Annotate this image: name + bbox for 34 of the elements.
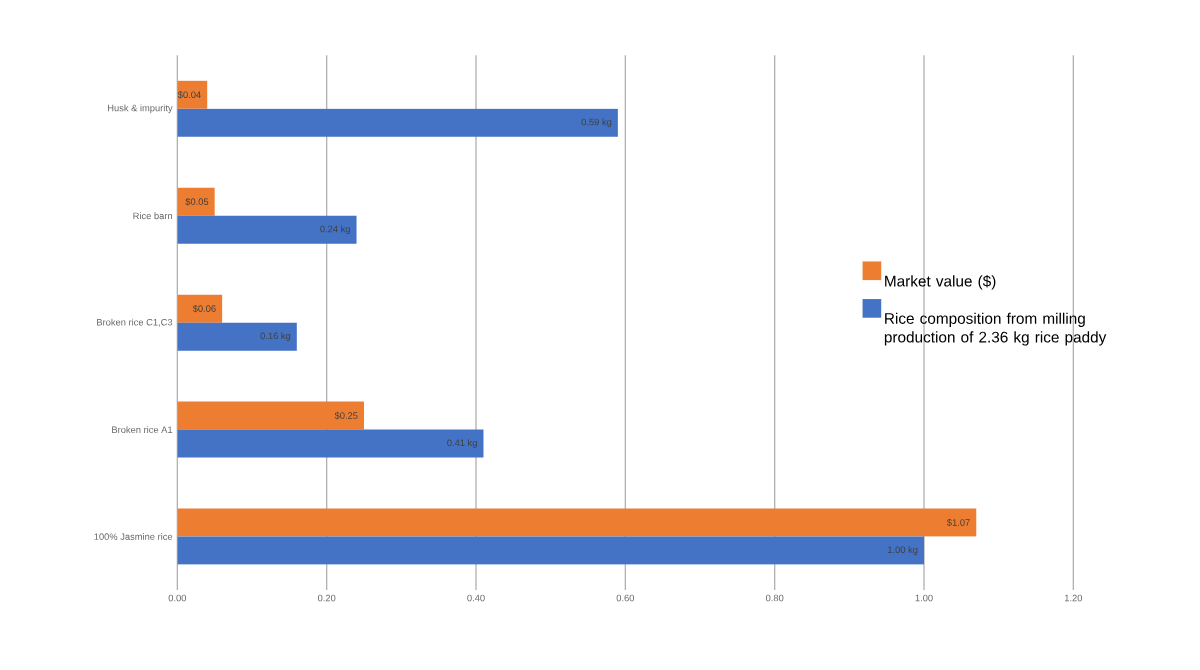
x-tick-label: 0.60	[616, 594, 635, 602]
bar	[177, 215, 357, 244]
y-tick-label: 100% Jasmine rice	[94, 533, 173, 540]
bar	[177, 536, 924, 565]
y-tick-label: Rice barn	[133, 212, 172, 220]
data-label: 1.00 kg	[888, 546, 918, 555]
x-tick-label: 1.20	[1064, 594, 1083, 602]
bar	[177, 429, 484, 458]
y-tick-label: Husk & impurity	[108, 104, 173, 114]
x-tick-label: 0.40	[467, 594, 485, 602]
data-label: $0.05	[185, 197, 209, 206]
data-label: 0.41 kg	[447, 439, 477, 448]
y-tick-label: Broken rice A1	[112, 426, 173, 434]
legend-label: Market value ($)	[885, 275, 996, 290]
bar	[177, 187, 215, 216]
bar	[177, 108, 618, 137]
data-label: 0.16 kg	[260, 332, 291, 342]
data-label: $0.25	[334, 411, 358, 420]
x-tick-label: 0.20	[317, 594, 336, 602]
bar	[177, 508, 977, 537]
bar	[177, 294, 223, 323]
bar	[177, 401, 365, 430]
bar	[177, 80, 208, 109]
x-tick-label: 0.00	[168, 594, 187, 602]
y-tick-label: Broken rice C1,C3	[97, 318, 173, 327]
x-tick-label: 0.80	[765, 594, 784, 602]
data-label: 0.59 kg	[581, 118, 612, 128]
data-label: $0.06	[192, 304, 216, 313]
legend-label: Rice composition from milling production of 2.36 kg rice paddy	[884, 312, 1107, 346]
bar	[177, 322, 297, 351]
data-label: 0.24 kg	[320, 225, 350, 235]
x-tick-label: 1.00	[915, 594, 933, 602]
data-label: $1.07	[946, 518, 970, 527]
data-label: $0.04	[177, 91, 201, 99]
